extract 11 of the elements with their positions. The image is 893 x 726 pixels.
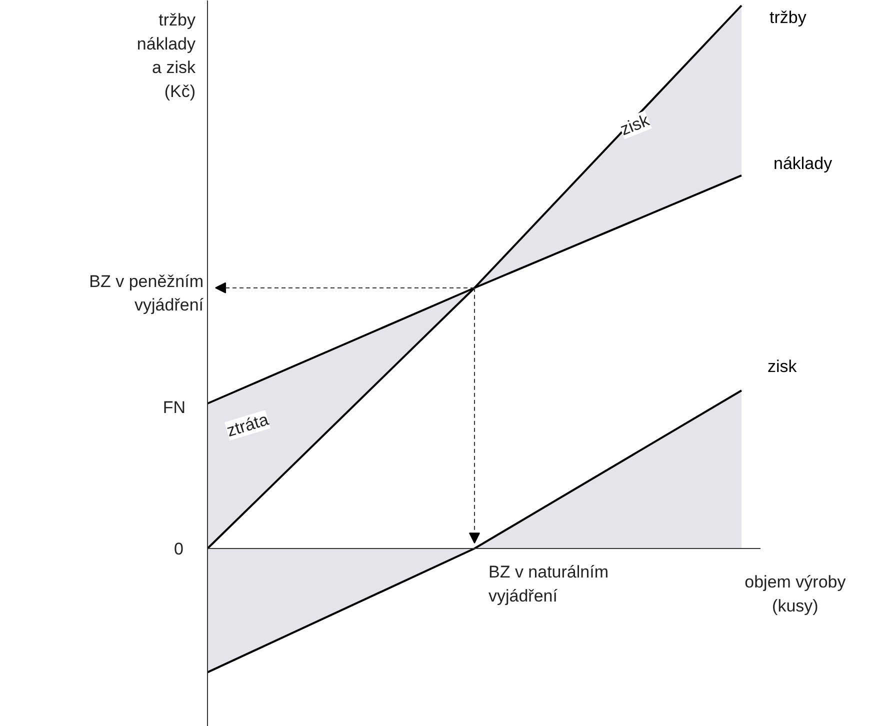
annotation: zisk bbox=[618, 110, 652, 140]
series-label: zisk bbox=[768, 356, 798, 376]
y-axis-title: tržby náklady a zisk (Kč) bbox=[136, 10, 196, 101]
x-axis-title: objem výroby (kusy) bbox=[744, 572, 846, 616]
series-label: náklady bbox=[774, 154, 833, 173]
text: 0 bbox=[174, 540, 184, 558]
annotation: ztráta bbox=[224, 410, 272, 441]
text: FN bbox=[162, 398, 186, 418]
annotation: BZ v naturálním vyjádření bbox=[488, 562, 608, 606]
series-label: tržby bbox=[770, 8, 807, 27]
text: BZ v peněžním vyjádření bbox=[89, 272, 204, 315]
